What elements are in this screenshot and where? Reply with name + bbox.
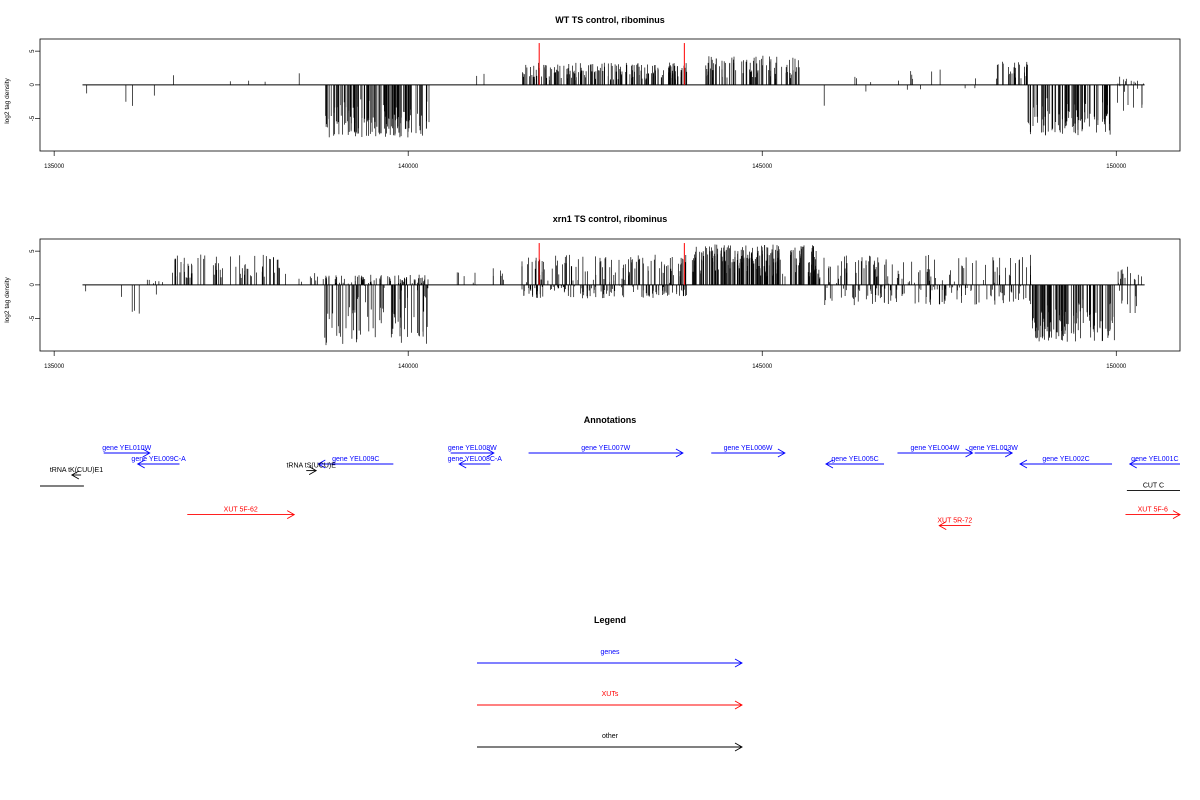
arrow-right-icon (286, 510, 296, 519)
y-tick-label: 5 (30, 49, 36, 53)
annotation-gene: gene YEL002C (1019, 456, 1113, 469)
annotation-gene: gene YEL001C (1128, 456, 1180, 469)
arrow-right-icon (308, 466, 318, 475)
legend-label: genes (600, 649, 620, 656)
annotation-other: tRNA tS(UCU)E (286, 463, 336, 475)
annotations-title: Annotations (584, 415, 637, 425)
xrn1-axes: 135000 140000 145000 150000 -5 0 5 (30, 249, 1127, 370)
x-tick-label: 135000 (44, 364, 65, 370)
annotation-gene: gene YEL006W (711, 445, 786, 458)
annotation-label: gene YEL006W (724, 445, 773, 452)
legend-item-other: other (477, 733, 743, 752)
y-tick-label: 0 (30, 283, 36, 287)
arrow-right-icon (777, 448, 786, 458)
annotation-gene: gene YEL004W (897, 445, 974, 458)
y-tick-label: 0 (30, 83, 36, 87)
arrow-left-icon (70, 470, 80, 480)
annotation-label: gene YEL004W (911, 445, 960, 452)
x-tick-label: 140000 (398, 164, 419, 170)
xrn1-y-axis-label: log2 tag density (4, 276, 11, 322)
wt-y-axis-label: log2 tag density (4, 77, 11, 123)
arrow-right-icon (486, 448, 495, 458)
annotation-gene: gene YEL009C-A (131, 456, 186, 469)
wt-axes: 135000 140000 145000 150000 -5 0 5 (30, 49, 1127, 170)
x-tick-label: 145000 (752, 164, 773, 170)
arrow-left-icon (938, 521, 947, 530)
annotation-gene: gene YEL009C (317, 456, 394, 469)
annotation-label: gene YEL009C (332, 456, 379, 463)
arrow-right-icon (734, 658, 743, 668)
xrn1-panel-title: xrn1 TS control, ribominus (553, 214, 668, 224)
legend-items: genes XUTs other (477, 649, 743, 752)
annotation-features: gene YEL010W gene YEL009C-A gene YEL009C ge… (40, 445, 1181, 530)
xrn1-plot-frame (39, 238, 1181, 352)
x-tick-label: 145000 (752, 364, 773, 370)
wt-coverage-panel: WT TS control, ribominus log2 tag densit… (4, 15, 1181, 170)
xrn1-coverage-panel: xrn1 TS control, ribominus log2 tag dens… (4, 214, 1181, 370)
annotation-label: gene YEL009C-A (131, 456, 186, 463)
legend-label: other (602, 733, 619, 740)
annotation-gene: gene YEL003W (969, 445, 1018, 458)
x-tick-label: 135000 (44, 164, 65, 170)
y-tick-label: 5 (30, 249, 36, 253)
annotation-gene: gene YEL005C (825, 456, 885, 469)
annotation-label: XUT 5R-72 (937, 518, 972, 525)
legend-label: XUTs (602, 691, 619, 698)
arrow-right-icon (734, 700, 743, 710)
wt-coverage-marks (82, 43, 1145, 138)
legend-title: Legend (594, 615, 626, 625)
annotation-gene: gene YEL008W (448, 445, 497, 458)
arrow-right-icon (1004, 448, 1014, 458)
legend: Legend genes XUTs other (477, 615, 743, 752)
x-tick-label: 150000 (1106, 364, 1127, 370)
annotation-label: tRNA tS(UCU)E (286, 463, 336, 470)
annotation-label: gene YEL002C (1042, 456, 1089, 463)
xrn1-coverage-marks (82, 243, 1145, 346)
legend-item-xut: XUTs (477, 691, 743, 710)
arrow-left-icon (1019, 459, 1028, 469)
annotation-label: gene YEL003W (969, 445, 1018, 452)
annotation-label: XUT 5F-62 (224, 507, 258, 514)
annotation-label: gene YEL010W (102, 445, 151, 452)
annotation-label: gene YEL001C (1131, 456, 1178, 463)
annotation-label: XUT 5F-6 (1138, 507, 1168, 514)
annotation-label: gene YEL008C-A (448, 456, 503, 463)
legend-item-gene: genes (477, 649, 743, 668)
x-tick-label: 140000 (398, 364, 419, 370)
arrow-left-icon (458, 459, 467, 469)
arrow-left-icon (1128, 459, 1137, 469)
annotation-label: gene YEL008W (448, 445, 497, 452)
arrow-left-icon (136, 459, 145, 469)
annotation-xut: XUT 5F-6 (1125, 507, 1181, 519)
y-tick-label: -5 (30, 115, 36, 121)
annotation-label: tRNA tK(CUU)E1 (50, 467, 103, 474)
annotation-xut: XUT 5R-72 (937, 518, 972, 530)
arrow-right-icon (734, 742, 743, 752)
annotation-other: tRNA tK(CUU)E1 (50, 467, 103, 480)
arrow-left-icon (317, 459, 326, 469)
arrow-right-icon (142, 448, 151, 458)
annotation-other: CUT C (1126, 482, 1180, 491)
x-tick-label: 150000 (1106, 164, 1127, 170)
annotation-label: gene YEL005C (831, 456, 878, 463)
annotation-gene: gene YEL008C-A (448, 456, 503, 469)
wt-plot-frame (39, 38, 1181, 152)
wt-panel-title: WT TS control, ribominus (555, 15, 665, 25)
arrow-right-icon (965, 448, 974, 458)
annotation-label: CUT C (1143, 482, 1164, 489)
annotation-label: gene YEL007W (581, 445, 630, 452)
arrow-right-icon (675, 448, 684, 458)
y-tick-label: -5 (30, 315, 36, 321)
arrow-right-icon (1172, 510, 1181, 519)
annotation-xut: XUT 5F-62 (187, 507, 296, 519)
arrow-left-icon (825, 459, 834, 469)
annotation-gene: gene YEL010W (102, 445, 152, 458)
annotation-gene: gene YEL007W (528, 445, 684, 458)
